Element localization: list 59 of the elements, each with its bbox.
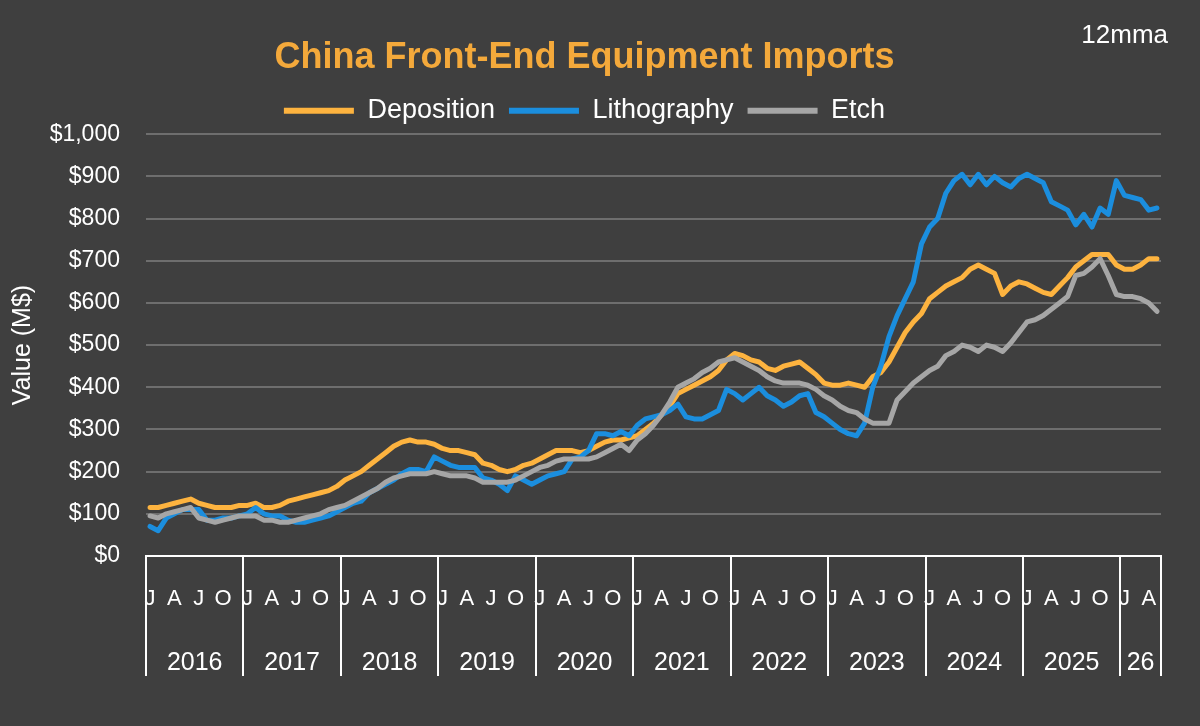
x-tick-label: J [1070, 585, 1082, 611]
x2-tick-label: 2016 [166, 646, 223, 675]
y-tick-label: $100 [68, 499, 120, 526]
x-tick-label: J [680, 585, 692, 611]
x-tick-label: O [896, 585, 914, 611]
x2-tick-label: 2022 [751, 646, 808, 675]
x-tick-label: A [264, 585, 280, 611]
x-tick-label: O [701, 585, 719, 611]
x2-tick-label: 26 [1126, 646, 1155, 675]
x2-tick-label: 2020 [556, 646, 613, 675]
y-tick-label: $800 [68, 203, 120, 230]
x2-tick-label: 2017 [264, 646, 320, 675]
x-tick-label: O [1091, 585, 1109, 611]
x-tick-label: O [312, 585, 330, 611]
legend-label: Deposition [367, 94, 495, 125]
y-tick-label: $900 [68, 161, 120, 188]
y-tick-label: $400 [68, 372, 120, 399]
x-tick-label: O [799, 585, 817, 611]
x-tick-label: A [946, 585, 962, 611]
x-tick-label: J [388, 585, 400, 611]
x-tick-label: O [409, 585, 427, 611]
x-tick-label: O [604, 585, 622, 611]
x2-tick-label: 2019 [459, 646, 515, 675]
x-tick-label: A [751, 585, 767, 611]
x-tick-label: A [459, 585, 475, 611]
x-tick-label: A [556, 585, 572, 611]
x-tick-label: J [290, 585, 302, 611]
x-tick-label: A [167, 585, 183, 611]
x-tick-label: O [214, 585, 232, 611]
y-tick-label: $500 [68, 330, 120, 357]
x-tick-label: A [654, 585, 670, 611]
y-axis-title: Value (M$) [6, 284, 35, 406]
y-tick-label: $1,000 [49, 119, 120, 146]
legend-label: Etch [831, 94, 886, 125]
x-tick-label: A [849, 585, 865, 611]
x2-tick-label: 2023 [848, 646, 905, 675]
x-tick-label: O [994, 585, 1012, 611]
x2-tick-label: 2018 [361, 646, 418, 675]
y-tick-label: $300 [68, 414, 120, 441]
x2-tick-label: 2021 [654, 646, 710, 675]
x-tick-label: A [361, 585, 377, 611]
x-tick-label: J [972, 585, 984, 611]
x-tick-label: J [583, 585, 595, 611]
chart-title: China Front-End Equipment Imports [274, 34, 895, 76]
x-tick-label: O [506, 585, 525, 611]
x-tick-label: A [1044, 585, 1060, 611]
y-tick-label: $200 [68, 456, 120, 483]
y-tick-label: $600 [68, 288, 120, 315]
legend-label: Lithography [592, 94, 735, 125]
x2-tick-label: 2025 [1043, 646, 1100, 675]
y-tick-label: $0 [94, 541, 120, 568]
x-tick-label: A [1141, 585, 1157, 611]
x-tick-label: J [875, 585, 887, 611]
x2-tick-label: 2024 [946, 646, 1003, 675]
x-tick-label: J [193, 585, 205, 611]
x-tick-label: J [485, 585, 497, 611]
text: 12mma [1081, 19, 1169, 50]
y-tick-label: $700 [68, 246, 120, 273]
x-tick-label: J [777, 585, 789, 611]
